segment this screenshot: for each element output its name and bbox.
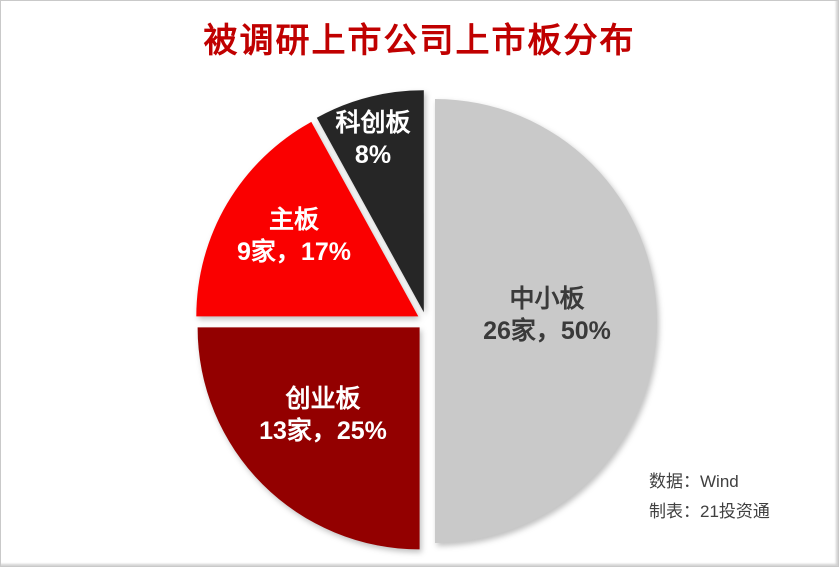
slice-label-sme-board: 中小板 26家，50% — [483, 283, 611, 347]
slice-label-main-board: 主板 9家，17% — [237, 204, 351, 268]
slice-label-star-market: 科创板 8% — [335, 107, 410, 171]
chart-title: 被调研上市公司上市板分布 — [203, 22, 636, 60]
slice-name-label: 主板 — [268, 206, 320, 234]
pie-slice-chinext — [197, 327, 420, 550]
source-data-line: 数据：Wind — [649, 472, 739, 491]
slice-value-label: 8% — [354, 141, 392, 169]
slice-value-label: 26家，50% — [483, 317, 611, 345]
slice-name-label: 中小板 — [509, 285, 585, 313]
slice-label-chinext: 创业板 13家，25% — [259, 383, 387, 447]
slice-name-label: 创业板 — [285, 385, 361, 413]
slice-name-label: 科创板 — [335, 109, 411, 137]
slice-value-label: 9家，17% — [237, 238, 351, 266]
pie-slice-sme-board — [435, 99, 657, 543]
pie-slice-main-board — [196, 121, 419, 317]
source-block: 数据：Wind 制表：21投资通 — [649, 467, 770, 527]
source-table-line: 制表：21投资通 — [649, 502, 770, 521]
pie-slice-star-market — [316, 90, 424, 313]
slice-value-label: 13家，25% — [259, 417, 387, 445]
